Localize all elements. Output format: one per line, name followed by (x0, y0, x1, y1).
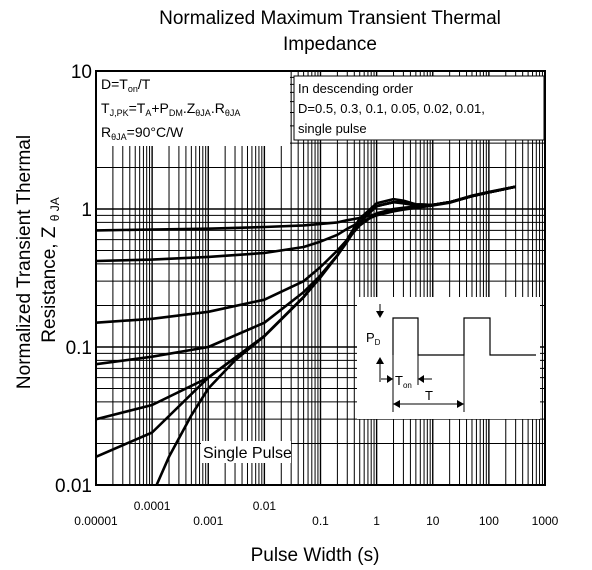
f3a-sub: θJA (111, 132, 127, 142)
formula-line-3: RθJA=90°C/W (101, 124, 184, 142)
formula-d-label: D=T (101, 76, 128, 92)
y-axis-label-main: Resistance, Z (39, 226, 60, 343)
ton-arrowhead-right (418, 375, 424, 383)
f2a-sub: J,PK (110, 108, 129, 118)
f2b: =T (129, 100, 146, 116)
order-line-2: D=0.5, 0.3, 0.1, 0.05, 0.02, 0.01, (298, 101, 485, 116)
y-axis-label-line-2: Resistance, Z θ JA (39, 197, 62, 342)
f3a: R (101, 124, 111, 140)
x-axis-label: Pulse Width (s) (251, 545, 380, 566)
f2b-sub: A (145, 108, 151, 118)
ton-arrowhead-left (387, 375, 393, 383)
pulse-waveform-inset: PD Ton T (357, 297, 540, 419)
x-tick-label: 1 (373, 514, 380, 528)
y-tick-label: 0.1 (66, 338, 92, 359)
x-tick-label: 0.1 (312, 514, 329, 528)
ton-label: Ton (395, 373, 412, 390)
chart-title-line-1: Normalized Maximum Transient Thermal (159, 8, 501, 29)
ton-sub: on (403, 381, 412, 390)
formula-box-bg (97, 72, 290, 146)
tick-labels: 0.00001 0.0001 0.001 0.01 0.1 1 10 100 1000 0.01 0… (55, 62, 559, 528)
y-axis-label-line-1: Normalized Transient Thermal (14, 135, 35, 389)
pd-sub: D (375, 338, 381, 347)
series-group (95, 185, 516, 486)
order-line-3: single pulse (298, 121, 367, 136)
x-tick-label: 0.00001 (74, 514, 118, 528)
period-arrowhead-right (457, 400, 464, 408)
pd-label: PD (366, 330, 381, 347)
ton-letter: T (395, 373, 403, 388)
f2c-sub: DM (169, 108, 183, 118)
f2d: .Z (183, 100, 196, 116)
inset-bg (357, 297, 540, 419)
y-tick-label: 10 (71, 62, 92, 83)
formula-line-2: TJ,PK=TA+PDM.ZθJA.RθJA (101, 100, 240, 118)
period-label: T (425, 388, 433, 403)
formula-ton-sub: on (128, 84, 138, 94)
formula-period: /T (138, 76, 151, 92)
y-axis-label-sub: θ JA (48, 197, 62, 221)
f2e-sub: θJA (225, 108, 241, 118)
f2a: T (101, 100, 110, 116)
y-tick-label: 1 (81, 200, 92, 221)
x-tick-label: 100 (479, 514, 499, 528)
f2c: +P (151, 100, 169, 116)
series-line-2 (95, 185, 516, 263)
y-tick-label: 0.01 (55, 476, 92, 497)
pd-letter: P (366, 330, 375, 345)
order-box (293, 75, 545, 141)
formula-line-1: D=Ton/T (101, 76, 151, 94)
series-line-7 (155, 185, 516, 486)
order-line-1: In descending order (298, 81, 414, 96)
single-pulse-label: Single Pulse (203, 445, 292, 462)
f3b: =90°C/W (127, 124, 184, 140)
x-tick-label: 0.0001 (134, 499, 171, 513)
pd-arrowhead-bottom (376, 357, 384, 364)
x-tick-label: 1000 (532, 514, 559, 528)
chart-title-line-2: Impedance (283, 34, 377, 55)
x-tick-label: 0.01 (253, 499, 277, 513)
period-arrowhead-left (393, 400, 400, 408)
f2d-sub: θJA (195, 108, 211, 118)
pd-arrowhead-top (376, 311, 384, 318)
single-pulse-label-bg (201, 441, 291, 463)
f2e: .R (211, 100, 225, 116)
plot-frame (95, 70, 546, 486)
x-tick-label: 0.001 (193, 514, 223, 528)
y-axis-label: Normalized Transient Thermal Resistance,… (14, 135, 62, 389)
x-tick-label: 10 (426, 514, 440, 528)
